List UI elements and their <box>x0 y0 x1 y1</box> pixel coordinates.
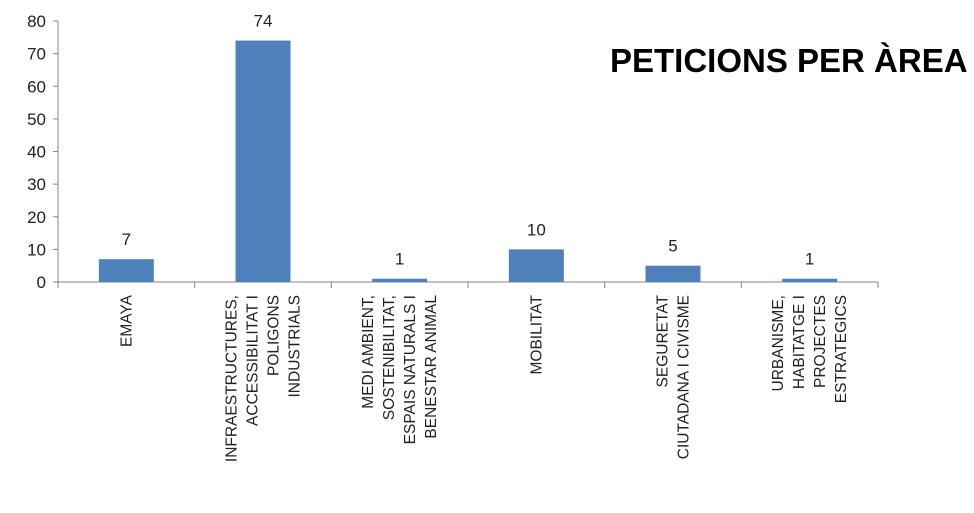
category-label-line: ACCESSIBILITAT I <box>245 295 262 426</box>
category-label-line: INFRAESTRUCTURES, <box>224 295 241 462</box>
bar <box>372 278 428 282</box>
bar <box>98 259 154 282</box>
y-tick-label: 80 <box>27 12 46 31</box>
category-label-line: SOSTENIBILITAT, <box>381 295 398 420</box>
data-label: 74 <box>254 12 273 31</box>
data-label: 5 <box>668 237 677 256</box>
category-label-line: HABITATGE I <box>791 295 808 389</box>
category-label: SEGURETAT CIUTADANA I CIVISME <box>655 294 693 459</box>
bar <box>235 40 291 283</box>
category-label-line: PROJECTES <box>812 295 829 388</box>
category-label: INFRAESTRUCTURES, ACCESSIBILITAT I POLIGON… <box>224 295 304 462</box>
category-label-line: URBANISME, <box>770 295 787 391</box>
y-tick-label: 0 <box>37 273 46 292</box>
category-label-line: MOBILITAT <box>528 294 545 374</box>
data-labels: 7 74 1 10 5 1 <box>122 12 815 269</box>
category-labels: EMAYA INFRAESTRUCTURES, ACCESSIBILITAT I PO… <box>118 294 850 462</box>
category-label: EMAYA <box>118 294 135 347</box>
chart-title: PETICIONS PER ÀREA <box>610 42 968 79</box>
y-tick-label: 10 <box>27 240 46 259</box>
data-label: 1 <box>805 250 814 269</box>
y-tick-label: 70 <box>27 45 46 64</box>
category-label: MEDI AMBIENT, SOSTENIBILITAT, ESPAIS NATUR… <box>360 295 440 445</box>
bar <box>508 249 564 282</box>
y-tick-label: 20 <box>27 208 46 227</box>
y-tick-label: 50 <box>27 110 46 129</box>
bars <box>98 40 838 283</box>
data-label: 10 <box>527 220 546 239</box>
category-label-line: ESTRATEGICS <box>833 295 850 403</box>
category-label-line: INDUSTRIALS <box>287 295 304 398</box>
category-label-line: SEGURETAT <box>655 294 672 387</box>
data-label: 7 <box>122 230 131 249</box>
category-label: MOBILITAT <box>528 294 545 374</box>
y-tick-label: 60 <box>27 77 46 96</box>
category-label-line: ESPAIS NATURALS I <box>402 295 419 444</box>
y-tick-label: 40 <box>27 143 46 162</box>
category-label-line: MEDI AMBIENT, <box>360 295 377 409</box>
bar <box>645 265 701 282</box>
category-label: URBANISME, HABITATGE I PROJECTES ESTRATEGIC… <box>770 295 850 403</box>
bar <box>782 278 838 282</box>
category-label-line: POLIGONS <box>266 295 283 376</box>
y-tick-label: 30 <box>27 175 46 194</box>
data-label: 1 <box>395 250 404 269</box>
category-label-line: EMAYA <box>118 294 135 347</box>
category-label-line: BENESTAR ANIMAL <box>423 295 440 439</box>
axes: 0 10 20 30 40 50 60 70 80 <box>27 12 879 292</box>
category-label-line: CIUTADANA I CIVISME <box>676 295 693 459</box>
